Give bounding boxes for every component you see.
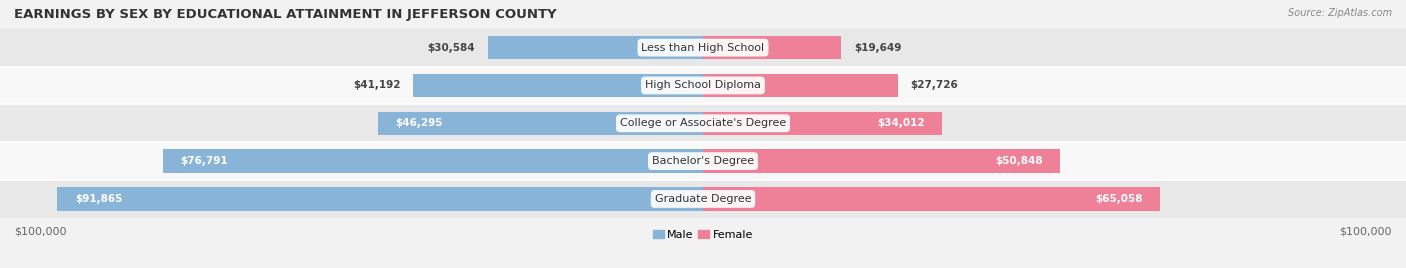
Bar [0, 29, 1406, 66]
Bar [0, 104, 1406, 142]
Bar [413, 74, 703, 97]
Text: $65,058: $65,058 [1095, 194, 1143, 204]
Text: $46,295: $46,295 [395, 118, 443, 128]
Text: High School Diploma: High School Diploma [645, 80, 761, 90]
Text: $34,012: $34,012 [877, 118, 925, 128]
Bar [488, 36, 703, 59]
Bar [0, 66, 1406, 104]
Text: $27,726: $27,726 [911, 80, 959, 90]
Bar [0, 142, 1406, 180]
Text: College or Associate's Degree: College or Associate's Degree [620, 118, 786, 128]
Text: Source: ZipAtlas.com: Source: ZipAtlas.com [1288, 8, 1392, 18]
Text: $100,000: $100,000 [1340, 227, 1392, 237]
Text: $30,584: $30,584 [427, 43, 475, 53]
Text: $100,000: $100,000 [14, 227, 66, 237]
Text: Graduate Degree: Graduate Degree [655, 194, 751, 204]
Bar [703, 36, 841, 59]
Bar [58, 187, 703, 211]
Bar [703, 74, 898, 97]
Bar [703, 111, 942, 135]
Text: $19,649: $19,649 [853, 43, 901, 53]
Text: EARNINGS BY SEX BY EDUCATIONAL ATTAINMENT IN JEFFERSON COUNTY: EARNINGS BY SEX BY EDUCATIONAL ATTAINMEN… [14, 8, 557, 21]
Text: Bachelor's Degree: Bachelor's Degree [652, 156, 754, 166]
Text: $91,865: $91,865 [75, 194, 122, 204]
Bar [703, 149, 1060, 173]
Bar [703, 187, 1160, 211]
Bar [163, 149, 703, 173]
Text: Less than High School: Less than High School [641, 43, 765, 53]
Text: $76,791: $76,791 [181, 156, 228, 166]
Text: $41,192: $41,192 [353, 80, 401, 90]
Text: $50,848: $50,848 [995, 156, 1043, 166]
Bar [0, 180, 1406, 218]
Bar [378, 111, 703, 135]
Legend: Male, Female: Male, Female [648, 225, 758, 244]
